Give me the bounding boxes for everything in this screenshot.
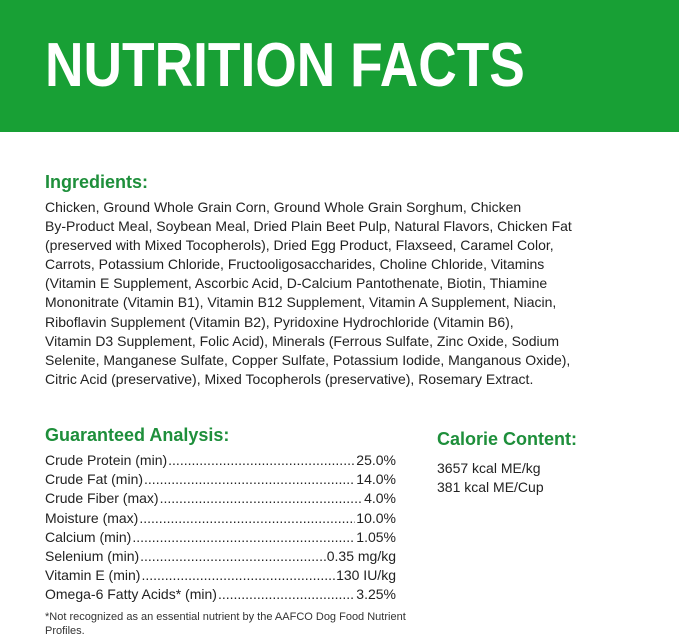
ingredients-line: Mononitrate (Vitamin B1), Vitamin B12 Su… <box>45 294 557 311</box>
calorie-content: 3657 kcal ME/kg 381 kcal ME/Cup <box>437 459 544 497</box>
page-title: NUTRITION FACTS <box>45 31 525 100</box>
analysis-table: Crude Protein (min) 25.0% Crude Fat (min) 1… <box>45 451 396 605</box>
analysis-value: 130 IU/kg <box>336 567 396 584</box>
ingredients-line: Vitamin D3 Supplement, Folic Acid), Mine… <box>45 332 560 349</box>
analysis-label: Crude Fat (min) <box>45 471 144 488</box>
ingredients-line: Riboflavin Supplement (Vitamin B2), Pyri… <box>45 313 514 330</box>
analysis-label: Crude Protein (min) <box>45 452 168 468</box>
calorie-line: 3657 kcal ME/kg <box>437 460 541 476</box>
analysis-value: 14.0% <box>356 471 396 488</box>
dot-leader <box>160 489 363 508</box>
ingredients-heading: Ingredients: <box>45 172 149 192</box>
analysis-value: 4.0% <box>364 490 396 507</box>
header-banner: NUTRITION FACTS <box>0 0 679 132</box>
ingredients-line: Carrots, Potassium Chloride, Fructooligo… <box>45 256 545 273</box>
analysis-row: Calcium (min) 1.05% <box>45 528 396 547</box>
dot-leader <box>139 509 355 528</box>
analysis-value: 0.35 mg/kg <box>326 548 396 565</box>
analysis-label: Vitamin E (min) <box>45 567 141 584</box>
dot-leader <box>218 585 355 604</box>
dot-leader <box>132 528 355 547</box>
ingredients-line: Chicken, Ground Whole Grain Corn, Ground… <box>45 199 522 215</box>
ingredients-line: (Vitamin E Supplement, Ascorbic Acid, D-… <box>45 275 548 292</box>
dot-leader <box>144 470 355 489</box>
ingredients-line: Citric Acid (preservative), Mixed Tocoph… <box>45 370 534 387</box>
ingredients-line: By-Product Meal, Soybean Meal, Dried Pla… <box>45 218 572 235</box>
ingredients-text: Chicken, Ground Whole Grain Corn, Ground… <box>45 198 572 389</box>
analysis-label: Moisture (max) <box>45 509 139 526</box>
analysis-row: Vitamin E (min) 130 IU/kg <box>45 566 396 585</box>
analysis-label: Omega-6 Fatty Acids* (min) <box>45 586 217 603</box>
calorie-line: 381 kcal ME/Cup <box>437 479 544 495</box>
analysis-value: 25.0% <box>356 452 396 468</box>
calorie-heading: Calorie Content: <box>437 429 578 449</box>
analysis-row: Crude Fiber (max) 4.0% <box>45 489 396 508</box>
analysis-value: 1.05% <box>356 528 396 545</box>
analysis-row: Crude Fat (min) 14.0% <box>45 470 396 489</box>
ingredients-line: Selenite, Manganese Sulfate, Copper Sulf… <box>45 351 571 368</box>
analysis-label: Crude Fiber (max) <box>45 490 159 507</box>
footnote: *Not recognized as an essential nutrient… <box>45 611 406 637</box>
analysis-label: Calcium (min) <box>45 528 132 545</box>
analysis-value: 3.25% <box>356 586 396 603</box>
analysis-row: Selenium (min) 0.35 mg/kg <box>45 547 396 566</box>
dot-leader <box>141 566 335 585</box>
ingredients-line: (preserved with Mixed Tocopherols), Drie… <box>45 237 554 254</box>
analysis-row: Omega-6 Fatty Acids* (min) 3.25% <box>45 585 396 604</box>
analysis-heading: Guaranteed Analysis: <box>45 425 230 445</box>
analysis-value: 10.0% <box>356 509 396 526</box>
analysis-row: Crude Protein (min) 25.0% <box>45 451 396 470</box>
dot-leader <box>168 451 355 470</box>
analysis-row: Moisture (max) 10.0% <box>45 509 396 528</box>
analysis-label: Selenium (min) <box>45 548 140 565</box>
dot-leader <box>140 547 326 566</box>
